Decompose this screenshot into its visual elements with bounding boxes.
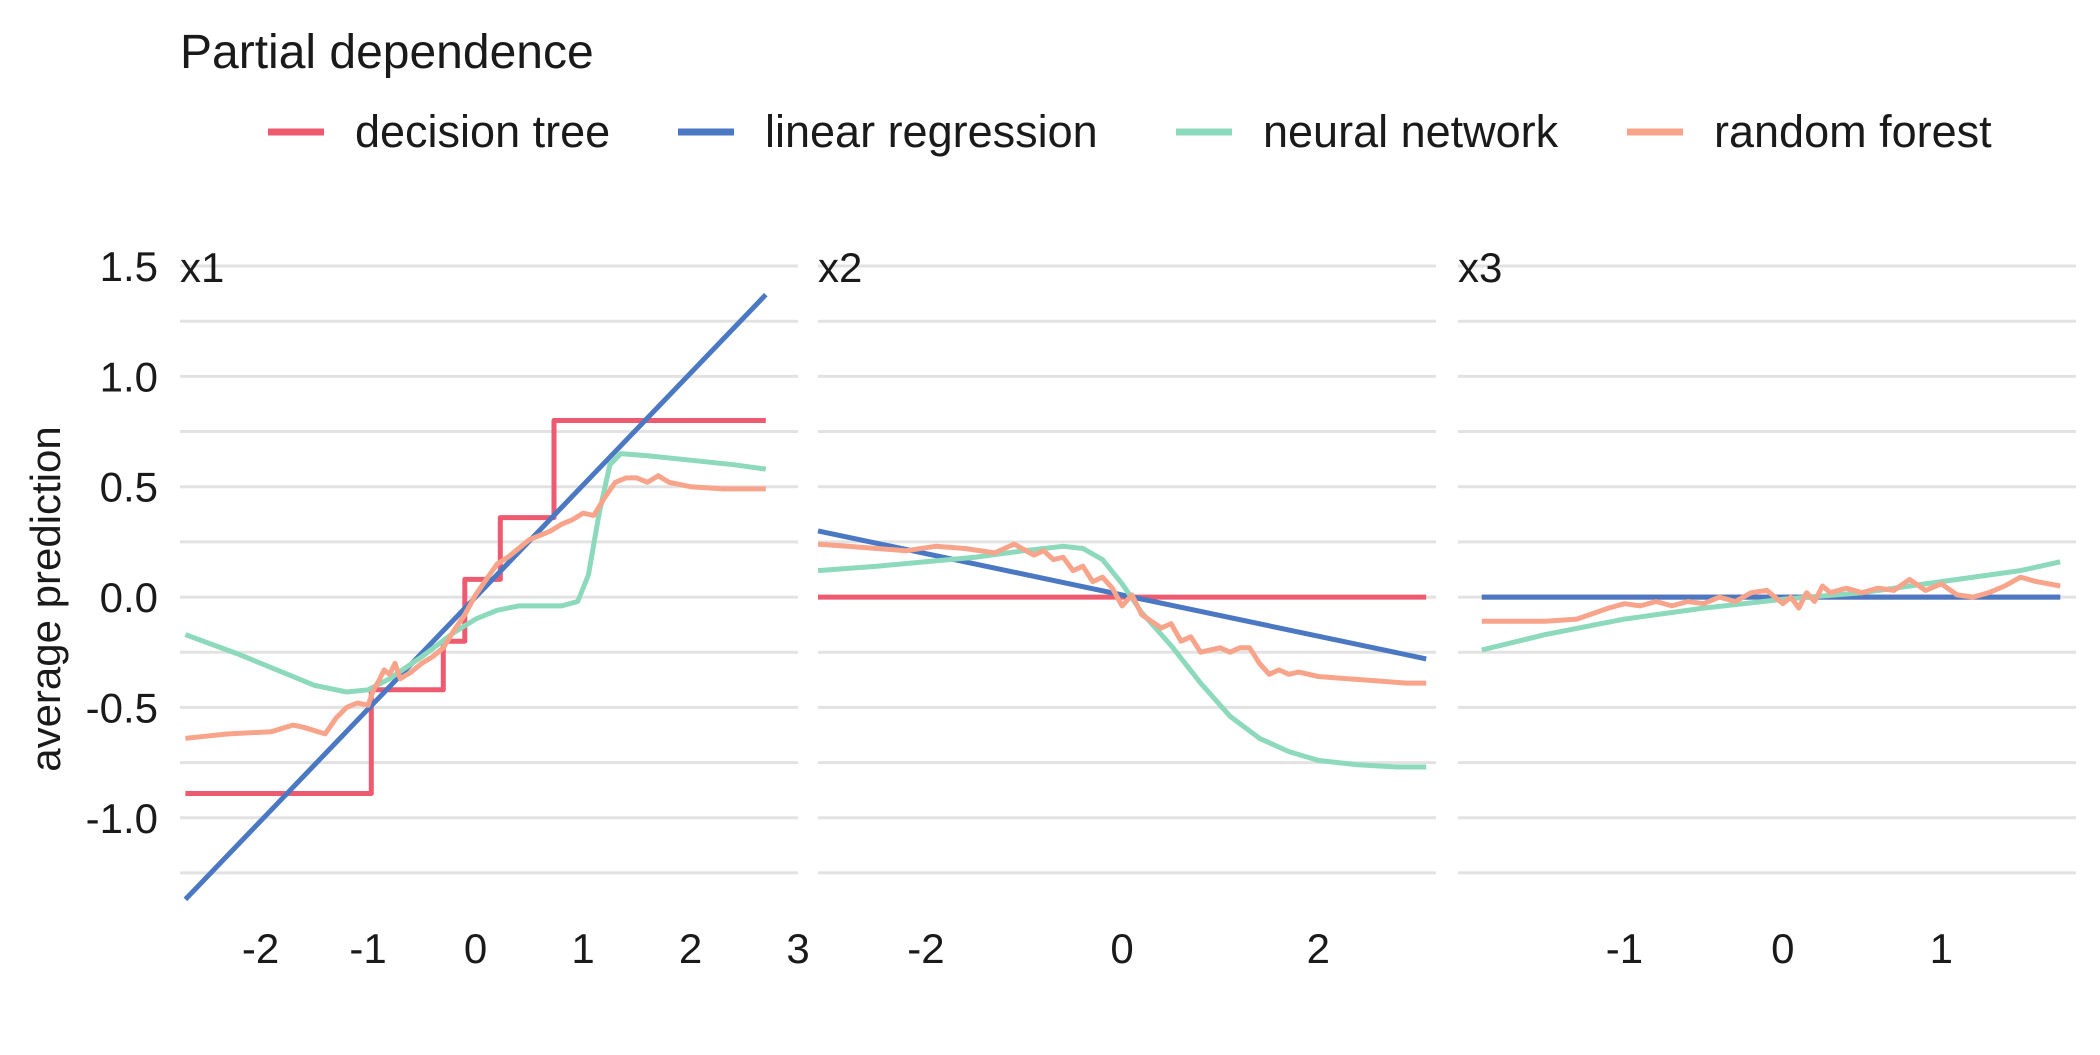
series-line-neural-network-x2 [817,543,1427,770]
x-tick-label: 3 [786,925,809,972]
panel-label-x2: x2 [818,244,862,291]
panel-x2: x2 -2 0 2 [817,244,1436,972]
panel-x3: x3 -1 0 1 [1458,244,2076,972]
y-tick-label: 0.0 [100,574,158,621]
series-line-neural-network-x1 [184,451,767,695]
x-tick-label: -2 [907,925,944,972]
panel-x1: x1 -2 -1 0 1 2 3 [180,244,810,972]
series-line-linear-regression-x2 [817,528,1427,662]
chart-title: Partial dependence [180,26,594,79]
y-tick-label: -0.5 [86,684,158,731]
legend-label-linear-regression: linear regression [765,106,1098,157]
x-tick-label: 0 [1771,925,1794,972]
y-tick-label: -1.0 [86,795,158,842]
y-axis-label: average prediction [22,426,69,772]
series-line-random-forest-x1 [185,473,766,741]
legend-label-decision-tree: decision tree [355,106,610,157]
series-line-decision-tree-x1 [185,418,766,796]
panels: x1 -2 -1 0 1 2 3 x2 -2 0 2 x3 -1 0 1 1.5 1.0 0.5 0.0 -0.5 -1… [86,243,2076,972]
legend: decision tree linear regression neural net… [268,106,1992,157]
x-tick-label: 2 [679,925,702,972]
x-tick-label: 2 [1307,925,1330,972]
x-tick-label: 0 [464,925,487,972]
x-tick-label: -1 [349,925,386,972]
panel-label-x1: x1 [180,244,224,291]
legend-label-random-forest: random forest [1714,106,1992,157]
panel-label-x3: x3 [1458,244,1502,291]
series-line-random-forest-x3 [1481,574,2061,624]
legend-label-neural-network: neural network [1263,106,1559,157]
x-tick-label: 1 [1930,925,1953,972]
x-tick-label: -1 [1606,925,1643,972]
x-tick-label: 1 [571,925,594,972]
series-line-random-forest-x2 [817,541,1427,686]
series-line-neural-network-x3 [1481,559,2061,653]
x-tick-label: 0 [1110,925,1133,972]
y-tick-label: 1.5 [100,243,158,290]
y-tick-label: 1.0 [100,353,158,400]
x-tick-label: -2 [242,925,279,972]
y-tick-label: 0.5 [100,464,158,511]
